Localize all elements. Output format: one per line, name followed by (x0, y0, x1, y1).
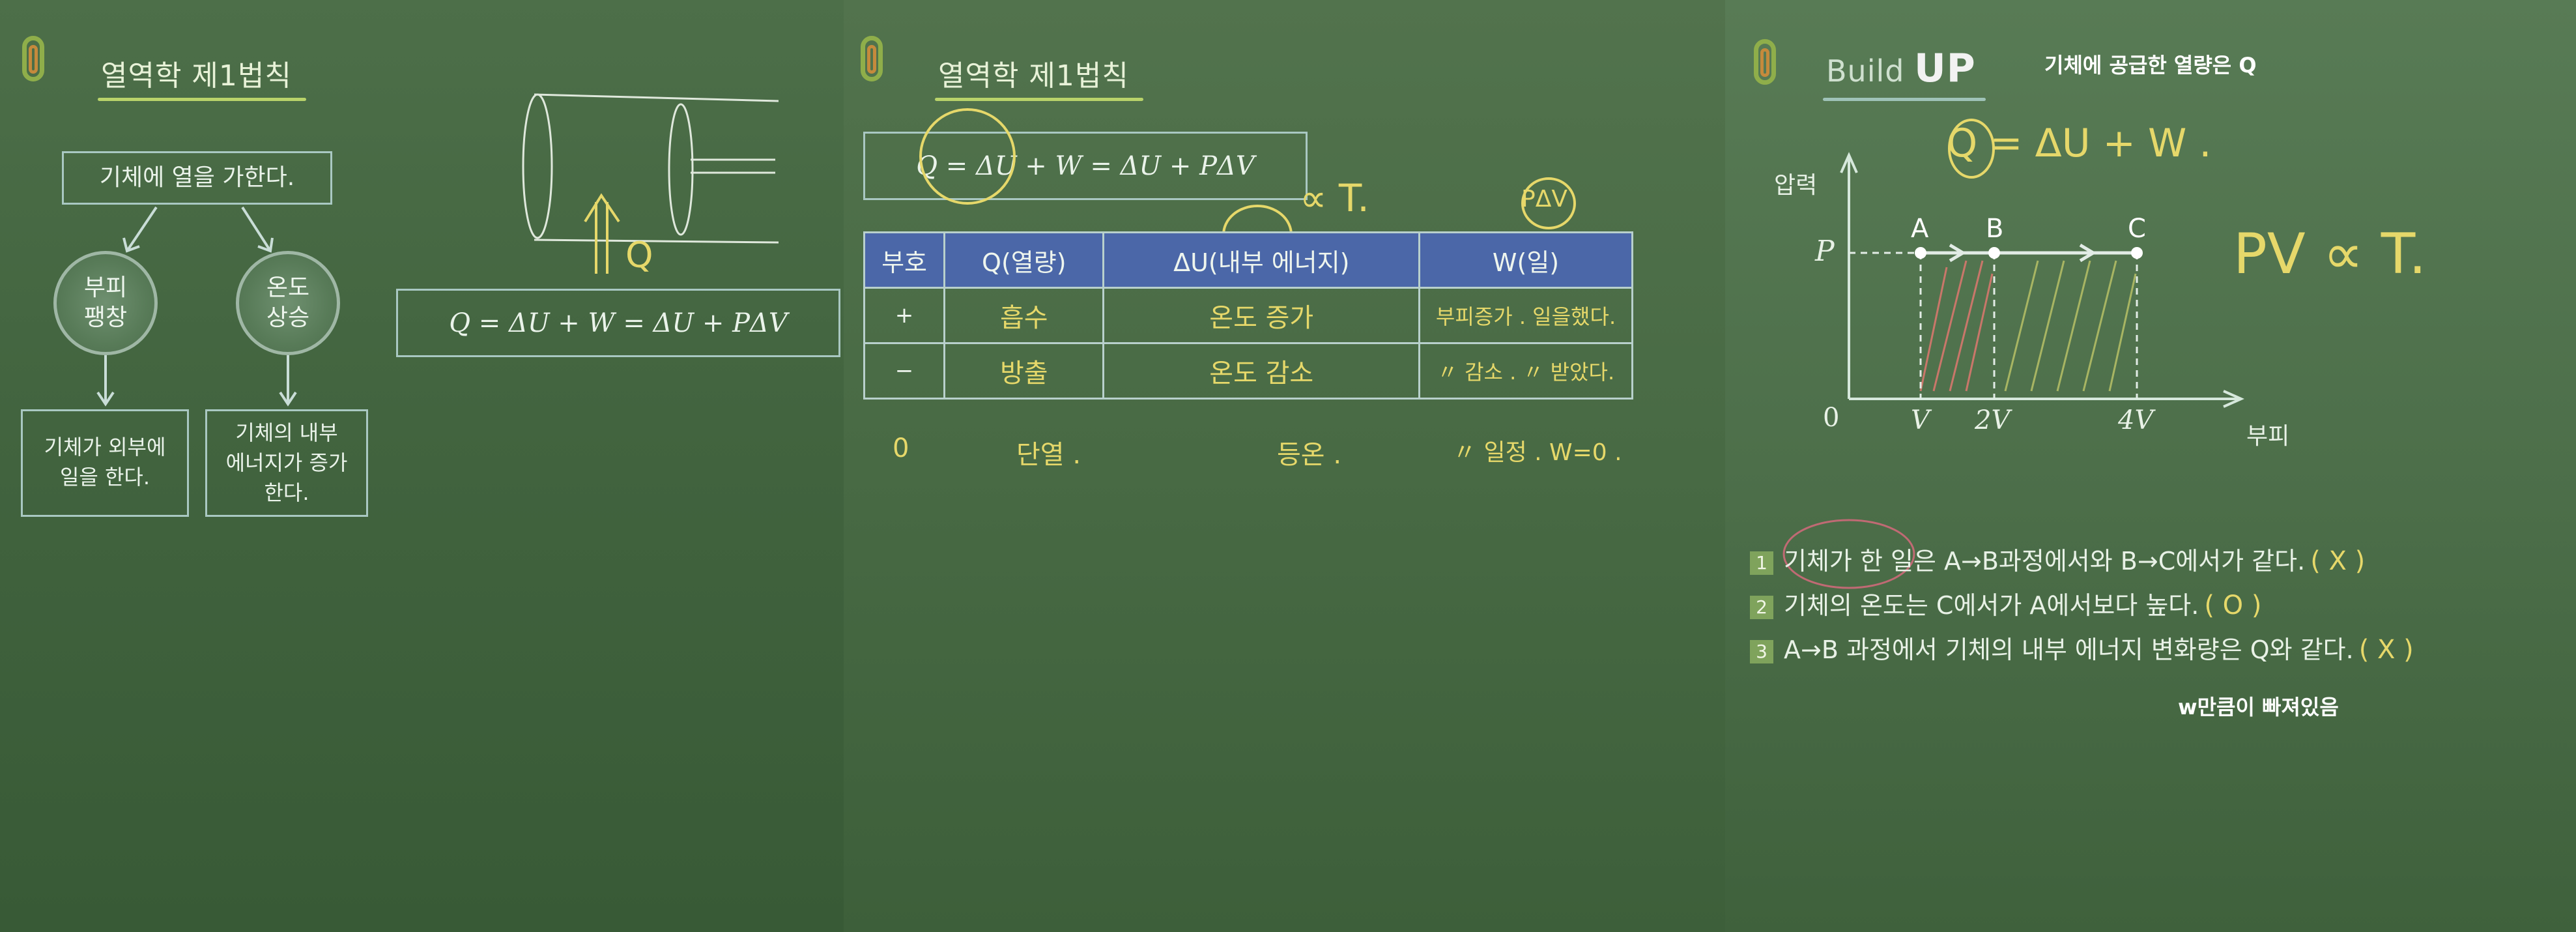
cell-du: 온도 감소 (1102, 342, 1421, 400)
title-underline (1823, 98, 1986, 101)
hand-q-label: Q (625, 235, 653, 276)
internal-energy-box: 기체의 내부 에너지가 증가 한다. (205, 409, 368, 517)
header-du: ΔU(내부 에너지) (1102, 231, 1421, 289)
hand-isothermal: 등온 . (1277, 440, 1342, 470)
cell-du: 온도 증가 (1102, 287, 1421, 344)
panel-first-law-intro: 열역학 제1법칙 기체에 열을 가한다. 부피 팽창 온도 상승 기 (0, 0, 844, 932)
graph-origin: 0 (1823, 403, 1840, 433)
logo-icon (18, 36, 54, 88)
graph-and-marks (1782, 119, 2244, 589)
first-law-formula: Q = ΔU + W = ΔU + PΔV (396, 289, 840, 357)
hand-pdv: PΔV (1521, 186, 1567, 212)
cell-w: 부피증가 . 일을했다. (1418, 287, 1633, 344)
cell-sign: − (863, 342, 946, 400)
table-row: + 흡수 온도 증가 부피증가 . 일을했다. (863, 287, 1633, 344)
statement-1: 1 기체가 한 일은 A→B과정에서와 B→C에서가 같다.( X ) (1750, 541, 2365, 577)
tick-4v: 4V (2118, 405, 2154, 435)
heat-arrow-sketch (584, 193, 620, 274)
work-done-box: 기체가 외부에 일을 한다. (21, 409, 189, 517)
first-law-formula: Q = ΔU + W = ΔU + PΔV (863, 132, 1308, 200)
q-circle-mark (1948, 119, 1995, 179)
pdv-circle-mark (1521, 177, 1576, 229)
caption-w-missing: w만큼이 빠져있음 (2178, 695, 2339, 720)
title-underline (935, 98, 1143, 101)
tick-2v: 2V (1975, 405, 2011, 435)
header-sign: 부호 (863, 231, 946, 289)
graph-xlabel: 부피 (2246, 423, 2290, 450)
sign-convention-table: 부호 Q(열량) ΔU(내부 에너지) W(일) + 흡수 온도 증가 부피증가… (863, 231, 1633, 400)
statement-number: 1 (1750, 551, 1773, 575)
statement-mark: ( O ) (2204, 590, 2262, 620)
hand-zero-sign: 0 (893, 433, 909, 463)
cell-w: 〃 감소 . 〃 받았다. (1418, 342, 1633, 400)
table-header-row: 부호 Q(열량) ΔU(내부 에너지) W(일) (863, 231, 1633, 289)
statement-mark: ( X ) (2358, 635, 2414, 665)
temperature-rise-circle: 온도 상승 (236, 251, 340, 355)
hand-proportional-t: ∝ T. (1300, 176, 1369, 220)
logo-icon (857, 36, 893, 88)
panel-sign-table: 열역학 제1법칙 Q = ΔU + W = ΔU + PΔV ∝ T. PΔV … (844, 0, 1725, 932)
cell-q: 흡수 (943, 287, 1105, 344)
flow-arrows (96, 93, 779, 407)
hand-adiabatic: 단열 . (1016, 440, 1081, 470)
work-area-a-b (1919, 260, 1994, 392)
guide-lines (1849, 252, 2138, 399)
table-row: − 방출 온도 감소 〃 감소 . 〃 받았다. (863, 342, 1633, 400)
cell-q: 방출 (943, 342, 1105, 400)
hand-pv-proportional: PV ∝ T. (2233, 222, 2427, 287)
tick-v: V (1911, 405, 1930, 435)
statement1-circle-mark (1782, 519, 1915, 589)
caption-heat-supplied: 기체에 공급한 열량은 Q (2044, 53, 2257, 78)
hand-first-law: Q = ΔU + W . (1947, 121, 2212, 166)
panel-title: 열역학 제1법칙 (101, 59, 292, 93)
header-w: W(일) (1418, 231, 1633, 289)
statement-3: 3 A→B 과정에서 기체의 내부 에너지 변화량은 Q와 같다.( X ) (1750, 630, 2414, 665)
up-label: UP (1914, 46, 1976, 91)
hand-constant-volume: 〃 일정 . W=0 . (1453, 439, 1622, 466)
panel-title: 열역학 제1법칙 (938, 59, 1129, 93)
point-a: A (1911, 214, 1929, 244)
process-line (1921, 243, 2137, 263)
work-area-b-c (2004, 260, 2137, 392)
panel-build-up: Build UP 기체에 공급한 열량은 Q Q = ΔU + W . (1725, 0, 2576, 932)
cell-sign: + (863, 287, 946, 344)
statement-number: 3 (1750, 639, 1773, 663)
state-points (1915, 247, 2143, 259)
cylinder-sketch (522, 93, 779, 244)
graph-p-label: P (1815, 235, 1835, 268)
logo-icon (1750, 39, 1786, 91)
title-underline (98, 98, 306, 101)
volume-expansion-circle: 부피 팽창 (53, 251, 158, 355)
statement-2: 2 기체의 온도는 C에서가 A에서보다 높다.( O ) (1750, 585, 2261, 621)
point-b: B (1986, 214, 2004, 244)
statement-mark: ( X ) (2310, 546, 2366, 576)
header-q: Q(열량) (943, 231, 1105, 289)
point-c: C (2128, 214, 2146, 244)
pv-axes (1840, 152, 2244, 408)
statement-number: 2 (1750, 595, 1773, 619)
graph-ylabel: 압력 (1774, 172, 1818, 199)
q-circle-mark (919, 108, 1016, 205)
build-label: Build (1826, 53, 1905, 89)
heat-applied-box: 기체에 열을 가한다. (62, 151, 332, 205)
